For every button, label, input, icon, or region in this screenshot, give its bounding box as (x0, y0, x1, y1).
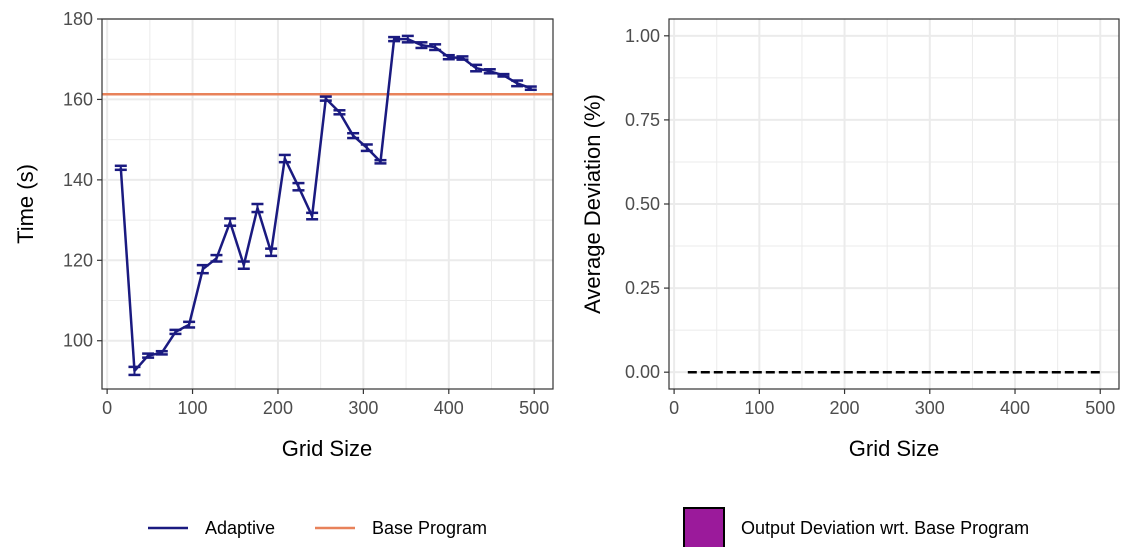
x-tick-label: 200 (830, 398, 860, 418)
legend-deviation-key (683, 507, 725, 547)
adaptive-error-bar (169, 328, 182, 336)
deviation-chart-y-axis-title: Average Deviation (%) (580, 94, 605, 314)
x-tick-label: 100 (744, 398, 774, 418)
adaptive-error-bar (456, 55, 469, 61)
adaptive-error-bar (442, 53, 455, 61)
adaptive-error-bar (388, 35, 401, 43)
panel-border (101, 18, 554, 390)
x-tick-label: 0 (669, 398, 679, 418)
deviation-chart-legend: Output Deviation wrt. Base Program (683, 507, 1029, 547)
adaptive-error-bar (483, 68, 496, 75)
adaptive-error-bar (292, 181, 305, 192)
y-tick-label: 0.50 (625, 194, 660, 214)
legend-base-program-label: Base Program (372, 518, 487, 538)
y-tick-label: 0.25 (625, 278, 660, 298)
y-tick-label: 0.00 (625, 362, 660, 382)
x-tick-label: 500 (1085, 398, 1115, 418)
x-tick-label: 500 (519, 398, 549, 418)
adaptive-error-bar (415, 41, 428, 50)
adaptive-error-bar (251, 202, 264, 214)
x-tick-label: 400 (1000, 398, 1030, 418)
adaptive-error-bar (374, 158, 387, 165)
time-chart-legend: Adaptive Base Program (148, 518, 487, 538)
adaptive-error-bar (142, 352, 155, 359)
adaptive-series (114, 34, 537, 377)
y-tick-label: 180 (63, 9, 93, 29)
x-tick-label: 0 (102, 398, 112, 418)
adaptive-error-bar (210, 253, 223, 263)
y-tick-label: 0.75 (625, 110, 660, 130)
adaptive-error-bar (401, 34, 414, 44)
deviation-chart-axes: 0 100 200 300 400 500 0.00 0.25 0.50 0.75 1.00 (625, 18, 1120, 418)
y-tick-label: 120 (63, 250, 93, 270)
x-tick-label: 100 (178, 398, 208, 418)
adaptive-error-bar (114, 164, 127, 172)
adaptive-error-bar (429, 43, 442, 52)
adaptive-error-bar (511, 79, 524, 88)
deviation-chart-x-axis-title: Grid Size (849, 436, 939, 461)
adaptive-error-bar (196, 263, 209, 275)
y-tick-label: 1.00 (625, 26, 660, 46)
adaptive-error-bar (265, 247, 278, 258)
adaptive-error-bar (347, 131, 360, 140)
x-tick-label: 300 (915, 398, 945, 418)
legend-adaptive-label: Adaptive (205, 518, 275, 538)
deviation-chart: 0 100 200 300 400 500 0.00 0.25 0.50 0.75 1.00 Gri… (580, 18, 1120, 461)
time-chart-x-axis-title: Grid Size (282, 436, 372, 461)
adaptive-error-bar (360, 143, 373, 153)
adaptive-error-bar (224, 217, 237, 227)
deviation-chart-gridlines (669, 19, 1119, 389)
adaptive-error-bar (183, 320, 196, 329)
y-tick-label: 140 (63, 170, 93, 190)
x-tick-label: 200 (263, 398, 293, 418)
time-chart-axes: 0 100 200 300 400 500 100 120 140 160 180 (63, 9, 554, 418)
time-chart-panel (102, 19, 553, 389)
adaptive-error-bar (128, 365, 141, 377)
panel-border (668, 18, 1120, 390)
time-chart-y-axis-title: Time (s) (13, 164, 38, 244)
x-tick-label: 400 (434, 398, 464, 418)
legend-deviation-label: Output Deviation wrt. Base Program (741, 518, 1029, 538)
adaptive-error-bar (278, 153, 291, 164)
x-tick-label: 300 (348, 398, 378, 418)
adaptive-error-bar (306, 211, 319, 221)
adaptive-error-bar (470, 63, 483, 73)
time-chart: 0 100 200 300 400 500 100 120 140 160 180 Grid Siz… (13, 9, 554, 461)
y-tick-label: 160 (63, 89, 93, 109)
y-tick-label: 100 (63, 331, 93, 351)
adaptive-error-bar (333, 109, 346, 116)
adaptive-error-bar (497, 72, 510, 78)
adaptive-error-bar (155, 349, 168, 356)
adaptive-error-bar (524, 85, 537, 92)
adaptive-error-bar (319, 95, 332, 102)
adaptive-error-bar (237, 260, 250, 270)
